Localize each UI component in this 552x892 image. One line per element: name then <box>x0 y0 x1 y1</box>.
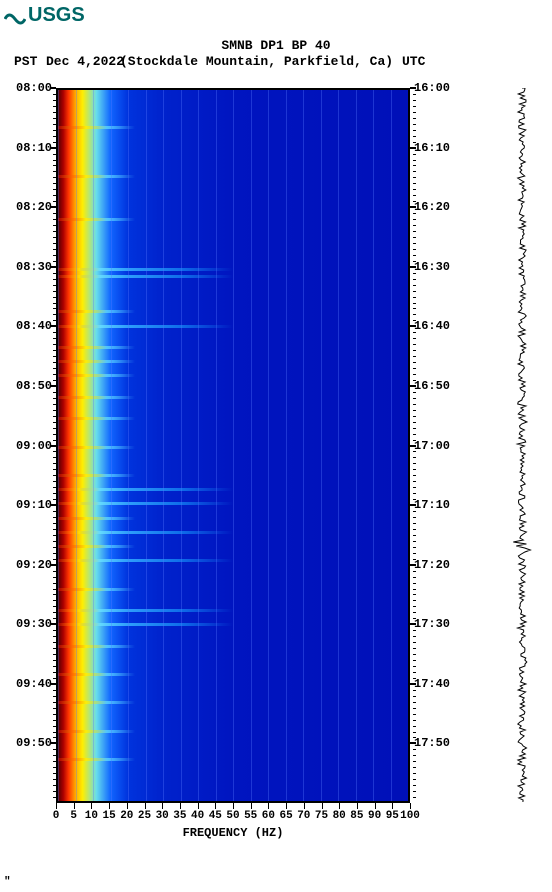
y-right-tick-label: 16:20 <box>414 200 450 214</box>
y-left-tick-label: 08:50 <box>16 379 52 393</box>
y-left-tick-label: 08:40 <box>16 319 52 333</box>
y-right-tick-label: 16:50 <box>414 379 450 393</box>
y-right-tick-label: 16:30 <box>414 260 450 274</box>
y-right-tick-label: 17:40 <box>414 677 450 691</box>
x-tick-label: 75 <box>315 810 328 822</box>
x-tick-label: 40 <box>191 810 204 822</box>
x-tick-label: 35 <box>173 810 186 822</box>
usgs-logo: USGS <box>4 4 85 27</box>
x-tick-label: 80 <box>333 810 346 822</box>
spectrogram-plot <box>56 88 410 803</box>
x-labels: 0510152025303540455055606570758085909510… <box>56 810 410 826</box>
side-waveform <box>510 88 534 803</box>
x-tick-label: 60 <box>262 810 275 822</box>
y-left-tick-label: 09:40 <box>16 677 52 691</box>
x-tick-label: 20 <box>120 810 133 822</box>
x-tick-label: 95 <box>386 810 399 822</box>
logo-text: USGS <box>28 4 85 27</box>
x-tick-label: 85 <box>350 810 363 822</box>
y-right-tick-label: 16:40 <box>414 319 450 333</box>
x-tick-label: 90 <box>368 810 381 822</box>
y-right-tick-label: 16:10 <box>414 141 450 155</box>
y-right-tick-label: 17:50 <box>414 736 450 750</box>
x-tick-label: 25 <box>138 810 151 822</box>
y-left-tick-label: 08:00 <box>16 81 52 95</box>
location-label: (Stockdale Mountain, Parkfield, Ca) <box>120 54 393 69</box>
tz-right-label: UTC <box>402 54 425 69</box>
chart-title: SMNB DP1 BP 40 <box>0 38 552 53</box>
x-tick-label: 5 <box>70 810 77 822</box>
wave-icon <box>4 5 26 27</box>
x-ticks <box>56 803 410 809</box>
y-labels-right: 16:0016:1016:2016:3016:4016:5017:0017:10… <box>414 88 454 803</box>
y-right-tick-label: 17:00 <box>414 439 450 453</box>
x-tick-label: 0 <box>53 810 60 822</box>
y-right-tick-label: 17:30 <box>414 617 450 631</box>
x-tick-label: 10 <box>85 810 98 822</box>
y-right-tick-label: 17:10 <box>414 498 450 512</box>
y-left-tick-label: 09:20 <box>16 558 52 572</box>
y-left-tick-label: 09:50 <box>16 736 52 750</box>
x-tick-label: 15 <box>102 810 115 822</box>
date-label: Dec 4,2022 <box>46 54 124 69</box>
x-tick-label: 70 <box>297 810 310 822</box>
y-left-tick-label: 08:10 <box>16 141 52 155</box>
y-left-tick-label: 09:30 <box>16 617 52 631</box>
x-tick-label: 45 <box>209 810 222 822</box>
y-left-tick-label: 09:10 <box>16 498 52 512</box>
y-left-tick-label: 09:00 <box>16 439 52 453</box>
y-right-tick-label: 16:00 <box>414 81 450 95</box>
y-right-tick-label: 17:20 <box>414 558 450 572</box>
x-tick-label: 50 <box>226 810 239 822</box>
y-left-tick-label: 08:20 <box>16 200 52 214</box>
y-labels-left: 08:0008:1008:2008:3008:4008:5009:0009:10… <box>16 88 56 803</box>
tz-left-label: PST <box>14 54 37 69</box>
x-tick-label: 55 <box>244 810 257 822</box>
x-tick-label: 30 <box>156 810 169 822</box>
x-tick-label: 100 <box>400 810 420 822</box>
x-tick-label: 65 <box>279 810 292 822</box>
footer-mark: " <box>4 876 11 888</box>
y-left-tick-label: 08:30 <box>16 260 52 274</box>
x-axis-title: FREQUENCY (HZ) <box>56 826 410 840</box>
